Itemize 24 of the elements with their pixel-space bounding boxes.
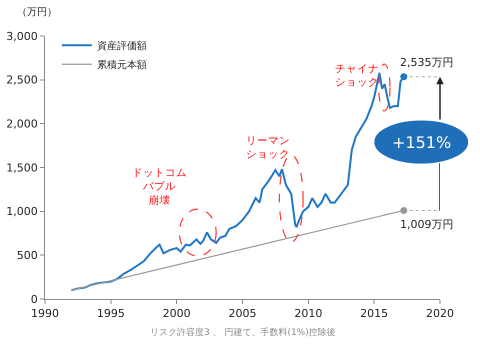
y-tick-label: 500 (16, 249, 38, 262)
annotation: リーマンショック (246, 135, 290, 161)
y-axis-title: （万円） (17, 7, 57, 18)
x-tick-label: 1990 (31, 307, 59, 320)
y-tick-label: 2,000 (6, 118, 38, 131)
annotation: 1,009万円 (400, 218, 454, 231)
y-tick-label: 2,500 (6, 74, 38, 87)
y-tick-label: 0 (30, 292, 38, 306)
y-tick-label: 3,000 (6, 30, 38, 43)
y-tick-label: 1,000 (6, 205, 38, 218)
x-tick-label: 2020 (426, 307, 454, 320)
x-tick-label: 2015 (360, 307, 388, 320)
annotation: チャイナショック (335, 63, 379, 89)
x-tick-label: 2005 (228, 307, 256, 320)
x-tick-label: 2000 (162, 307, 191, 320)
x-tick-label: 1995 (96, 307, 125, 320)
annotation: +151% (392, 133, 452, 152)
legend-label: 資産評価額 (96, 40, 147, 52)
y-tick-label: 1,500 (6, 161, 38, 174)
x-tick-label: 2010 (294, 307, 322, 320)
text: リスク許容度3 、 円建て、手数料(1%)控除後 (150, 327, 336, 338)
annotation: 2,535万円 (400, 56, 454, 69)
legend-label: 累積元本額 (96, 59, 147, 72)
annotation: ドットコムバブル崩壊 (132, 167, 187, 206)
